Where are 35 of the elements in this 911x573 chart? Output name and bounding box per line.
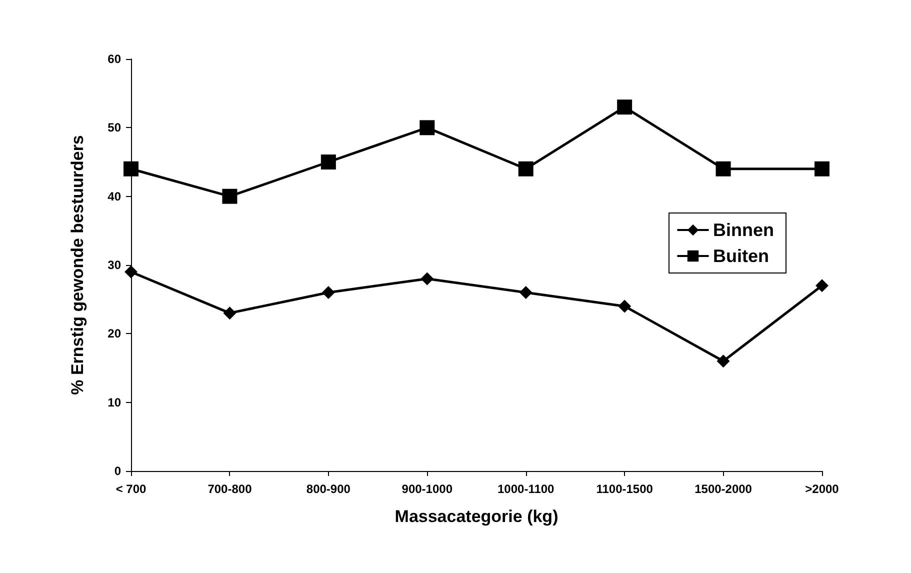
point — [322, 286, 335, 299]
point — [420, 120, 435, 136]
point — [814, 161, 830, 176]
point — [124, 265, 138, 278]
x-tick-label: < 700 — [116, 482, 146, 496]
x-tick-label: >2000 — [805, 482, 840, 496]
y-tick-label: 10 — [108, 395, 122, 410]
point — [617, 100, 632, 115]
x-tick-label: 1000-1100 — [497, 482, 555, 496]
x-tick-label: 700-800 — [208, 482, 252, 496]
y-tick-label: 0 — [114, 464, 122, 478]
y-tick-label: 60 — [108, 52, 122, 66]
y-tick-label: 40 — [108, 189, 122, 204]
y-tick-label: 20 — [108, 326, 122, 341]
point — [222, 188, 238, 204]
x-tick-label: 1100-1500 — [596, 482, 654, 496]
point — [420, 272, 434, 286]
legend-label: Buiten — [713, 246, 770, 266]
point — [716, 354, 730, 368]
y-axis-title: % Ernstig gewonde bestuurders — [68, 135, 87, 395]
point — [618, 300, 632, 313]
point — [223, 306, 236, 320]
y-tick-label: 30 — [108, 258, 122, 272]
y-tick-label: 50 — [108, 120, 122, 135]
point — [518, 161, 534, 176]
x-axis-title: Massacategorie (kg) — [394, 507, 558, 526]
point — [519, 286, 532, 299]
x-tick-label: 800-900 — [306, 482, 351, 496]
x-tick-label: 900-1000 — [402, 482, 453, 496]
point — [124, 161, 138, 176]
point — [716, 161, 731, 176]
point — [320, 154, 336, 170]
x-tick-label: 1500-2000 — [694, 482, 752, 496]
legend-label: Binnen — [713, 220, 774, 240]
point — [816, 279, 828, 292]
